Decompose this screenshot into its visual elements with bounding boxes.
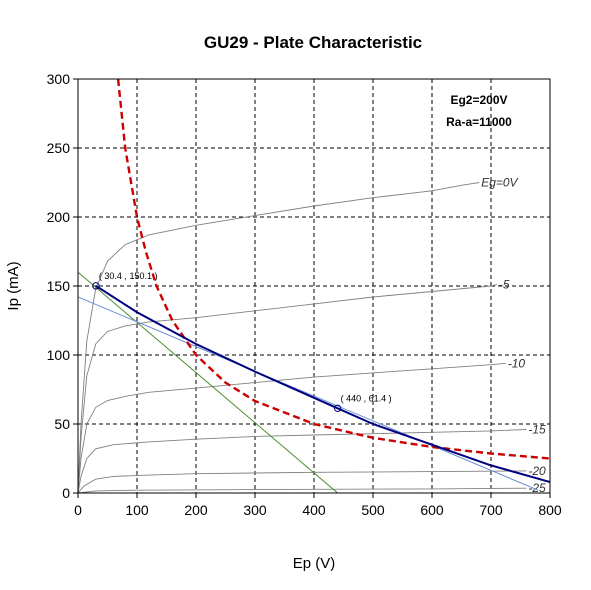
green-line: [78, 271, 338, 493]
operating-point-1: [333, 404, 342, 412]
y-tick-label-150: 150: [47, 278, 71, 294]
curve-label-0: Eg=0V: [481, 176, 518, 190]
x-tick-label-200: 200: [184, 502, 208, 518]
plate-curve-0: [78, 182, 480, 493]
operating-point-label-1: ( 440 , 61.4 ): [341, 393, 392, 403]
tangent-line: [78, 296, 539, 491]
x-tick-label-400: 400: [302, 502, 326, 518]
x-tick-label-0: 0: [74, 502, 82, 518]
y-axis-label: Ip (mA): [5, 261, 22, 310]
overlay-lines: [78, 79, 550, 493]
annotation-eg2: Eg2=200V: [450, 93, 507, 107]
curve-label-3: -15: [528, 423, 546, 437]
x-tick-label-300: 300: [243, 502, 267, 518]
plate-curve-1: [78, 284, 498, 493]
dissipation-curve: [116, 79, 550, 460]
plate-curves: Eg=0V -5 -10 -15 -20 -25: [78, 176, 546, 495]
x-tick-label-100: 100: [125, 502, 149, 518]
x-tick-label-600: 600: [420, 502, 444, 518]
axis-ticks: 0 100 200 300 400 500 600 700 800 0 50 100 150 200 250…: [47, 71, 562, 518]
y-tick-label-300: 300: [47, 71, 71, 87]
y-tick-label-250: 250: [47, 140, 71, 156]
y-tick-label-200: 200: [47, 209, 71, 225]
x-tick-label-700: 700: [479, 502, 503, 518]
x-tick-label-500: 500: [361, 502, 385, 518]
curve-label-4: -20: [528, 464, 546, 478]
curve-label-2: -10: [508, 356, 526, 370]
operating-point-label-0: ( 30.4 , 150.1 ): [99, 271, 158, 281]
y-tick-label-0: 0: [62, 485, 70, 501]
curve-label-1: -5: [499, 278, 510, 292]
y-tick-label-100: 100: [47, 347, 71, 363]
operating-points: ( 30.4 , 150.1 ) ( 440 , 61.4 ): [92, 271, 392, 412]
plate-curve-4: [78, 470, 527, 493]
curve-label-5: -25: [528, 481, 546, 495]
chart-title: GU29 - Plate Characteristic: [204, 33, 422, 52]
plate-curve-3: [78, 429, 527, 493]
x-tick-label-800: 800: [538, 502, 562, 518]
plate-curve-5: [78, 487, 527, 493]
x-axis-label: Ep (V): [293, 555, 336, 572]
y-tick-label-50: 50: [54, 416, 70, 432]
annotation-ra: Ra-a=11000: [446, 115, 512, 129]
load-line: [95, 285, 550, 483]
operating-point-0: [92, 282, 100, 290]
plate-curve-2: [78, 362, 506, 493]
